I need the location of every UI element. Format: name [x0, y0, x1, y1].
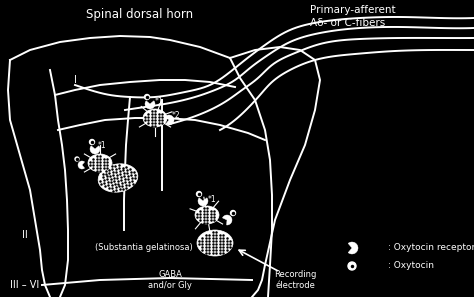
Text: *2: *2	[172, 111, 180, 121]
Circle shape	[197, 192, 201, 197]
Text: Glu: Glu	[113, 181, 127, 189]
Text: *1: *1	[98, 141, 106, 151]
Text: *1: *1	[155, 97, 164, 107]
Wedge shape	[166, 115, 174, 125]
Circle shape	[75, 157, 79, 161]
Ellipse shape	[98, 164, 138, 192]
Wedge shape	[348, 242, 358, 254]
Ellipse shape	[195, 206, 219, 224]
Text: III – VI: III – VI	[10, 280, 39, 290]
Wedge shape	[78, 161, 84, 169]
Text: : Oxytocin receptor: : Oxytocin receptor	[388, 244, 474, 252]
Text: Recording
électrode: Recording électrode	[274, 270, 316, 290]
Ellipse shape	[88, 154, 112, 172]
Wedge shape	[145, 101, 155, 109]
Text: Spinal dorsal horn: Spinal dorsal horn	[86, 8, 193, 21]
Wedge shape	[90, 146, 100, 154]
Ellipse shape	[197, 230, 233, 256]
Wedge shape	[222, 215, 232, 225]
Circle shape	[145, 94, 149, 99]
Text: I: I	[73, 75, 76, 85]
Text: (Substantia gelatinosa): (Substantia gelatinosa)	[95, 244, 193, 252]
Text: GABA
and/or Gly: GABA and/or Gly	[148, 270, 192, 290]
Text: *1: *1	[208, 195, 216, 203]
Circle shape	[90, 140, 94, 145]
Text: : Oxytocin: : Oxytocin	[388, 261, 434, 271]
Text: Glu: Glu	[93, 160, 107, 170]
Text: Glu: Glu	[151, 116, 164, 124]
Text: Glu: Glu	[202, 212, 216, 222]
Text: Primary-afferent
Aδ- or C-fibers: Primary-afferent Aδ- or C-fibers	[310, 5, 396, 28]
Wedge shape	[198, 198, 208, 206]
Circle shape	[348, 262, 356, 270]
Text: II: II	[22, 230, 28, 240]
Ellipse shape	[143, 109, 167, 127]
Circle shape	[230, 211, 236, 216]
